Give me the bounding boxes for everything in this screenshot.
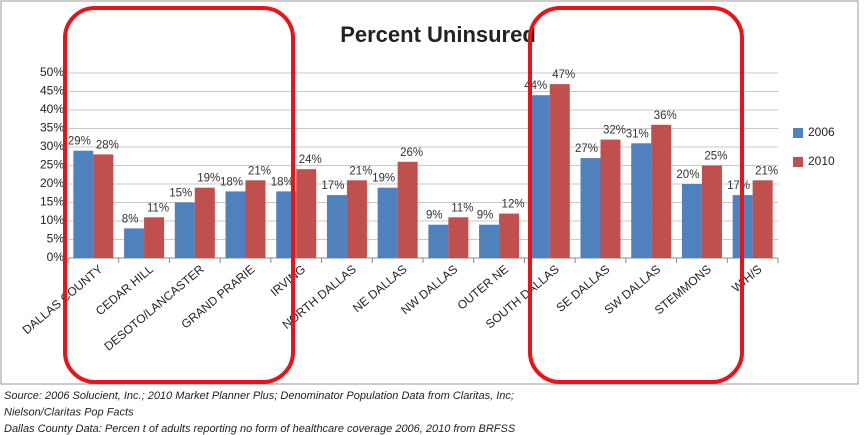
value-label: 17% [727,180,750,192]
bar [529,95,550,258]
value-label: 20% [676,169,699,181]
bar [701,165,722,258]
bar [681,184,702,258]
value-label: 11% [451,202,473,214]
legend-label: 2006 [808,125,835,139]
y-tick-label: 25% [40,158,64,172]
value-label: 11% [147,202,169,214]
y-tick-label: 15% [40,195,64,209]
value-label: 36% [654,110,677,122]
bar [225,191,246,258]
y-tick-label: 50% [40,65,64,79]
footnote: Dallas County Data: Percen t of adults r… [4,423,516,435]
value-label: 9% [477,210,494,222]
y-tick-label: 5% [47,232,65,246]
y-tick-label: 0% [47,250,65,264]
bar [448,217,469,258]
y-tick-label: 35% [40,121,64,135]
chart-title: Percent Uninsured [340,22,536,47]
x-tick-label: W/H/S [729,262,765,295]
value-label: 12% [502,199,525,211]
y-tick-label: 40% [40,102,64,116]
value-label: 15% [169,188,192,200]
value-label: 18% [271,176,294,188]
legend-label: 2010 [808,154,835,168]
value-label: 18% [220,176,243,188]
x-tick-label: DALLAS COUNTY [20,262,106,337]
bar [144,217,165,258]
bar [93,154,114,258]
value-label: 27% [575,143,598,155]
bar [174,202,195,258]
highlight-box [63,6,295,384]
bar [631,143,652,258]
bar [499,213,520,258]
bar [245,180,266,258]
bar [124,228,145,258]
legend-swatch [793,157,803,167]
bar [397,161,418,258]
value-label: 26% [400,147,423,159]
value-label: 25% [704,151,727,163]
value-label: 44% [524,80,547,92]
value-label: 21% [248,165,271,177]
footnote: Source: 2006 Solucient, Inc.; 2010 Marke… [4,390,514,402]
value-label: 24% [299,154,322,166]
bar [326,195,347,258]
bar [549,84,570,258]
bar [73,150,94,258]
value-label: 21% [755,165,778,177]
plot: 0% 5% 10% 15% 20% 25% 30% 35% 40% 45% 50% DALLAS CO… [4,65,835,435]
highlight-box [528,6,744,384]
bar [377,187,398,258]
y-tick-label: 10% [40,213,64,227]
y-tick-label: 45% [40,84,64,98]
value-label: 19% [372,173,395,185]
value-label: 29% [68,136,91,148]
bar [580,158,601,258]
bar [296,169,317,258]
bar [428,224,449,258]
footnote: Nielson/Claritas Pop Facts [4,406,134,418]
legend-swatch [793,128,803,138]
value-label: 32% [603,125,626,137]
x-tick-label: IRVING [268,262,309,299]
bar [600,139,621,258]
value-label: 9% [426,210,443,222]
value-label: 8% [122,213,139,225]
x-tick-label: DESOTO/LANCASTER [101,262,207,354]
value-label: 17% [321,180,344,192]
value-label: 21% [349,165,372,177]
bar [194,187,215,258]
value-label: 31% [626,128,649,140]
bar [752,180,773,258]
bar [651,124,672,258]
bar [479,224,500,258]
value-label: 47% [552,69,575,81]
chart-border [0,0,859,385]
y-tick-label: 30% [40,139,64,153]
value-label: 19% [197,173,220,185]
y-tick-label: 20% [40,176,64,190]
value-label: 28% [96,139,119,151]
bar [346,180,367,258]
